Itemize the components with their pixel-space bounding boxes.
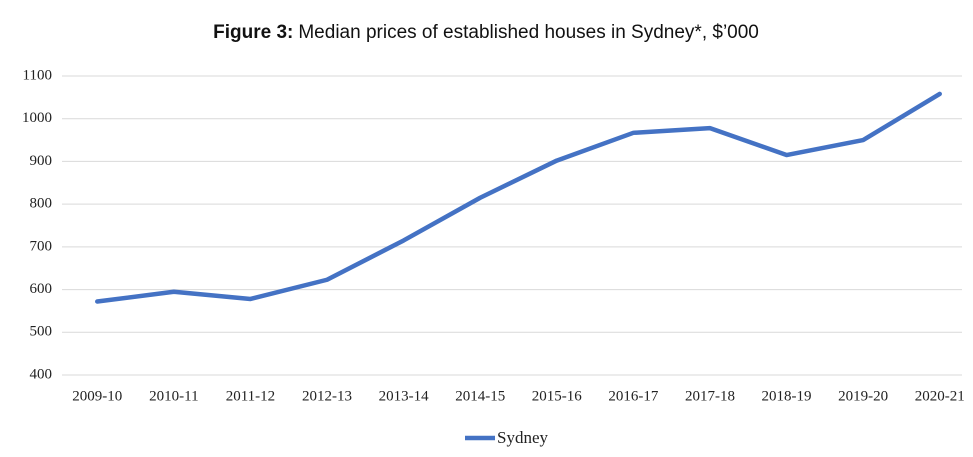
y-tick-label: 500	[30, 324, 53, 340]
x-tick-label: 2010-11	[149, 388, 198, 404]
y-tick-label: 400	[30, 366, 53, 382]
y-tick-label: 1000	[22, 110, 52, 126]
x-tick-label: 2013-14	[379, 388, 429, 404]
y-tick-label: 800	[30, 196, 53, 212]
x-tick-label: 2020-21	[915, 388, 965, 404]
y-tick-label: 700	[30, 238, 53, 254]
x-tick-label: 2011-12	[226, 388, 275, 404]
data-line	[95, 91, 942, 304]
chart-title: Figure 3: Median prices of established ho…	[213, 22, 759, 43]
x-tick-label: 2017-18	[685, 388, 735, 404]
x-tick-label: 2019-20	[838, 388, 888, 404]
y-tick-label: 900	[30, 153, 53, 169]
y-tick-label: 1100	[23, 67, 52, 83]
legend-label: Sydney	[497, 428, 549, 447]
x-tick-label: 2016-17	[608, 388, 658, 404]
x-tick-label: 2018-19	[762, 388, 812, 404]
x-tick-label: 2015-16	[532, 388, 582, 404]
title-text: Median prices of established houses in S…	[298, 22, 759, 43]
x-tick-label: 2009-10	[72, 388, 122, 404]
y-tick-label: 600	[30, 281, 53, 297]
title-label: Figure 3:	[213, 22, 293, 43]
x-tick-label: 2014-15	[455, 388, 505, 404]
x-tick-label: 2012-13	[302, 388, 352, 404]
